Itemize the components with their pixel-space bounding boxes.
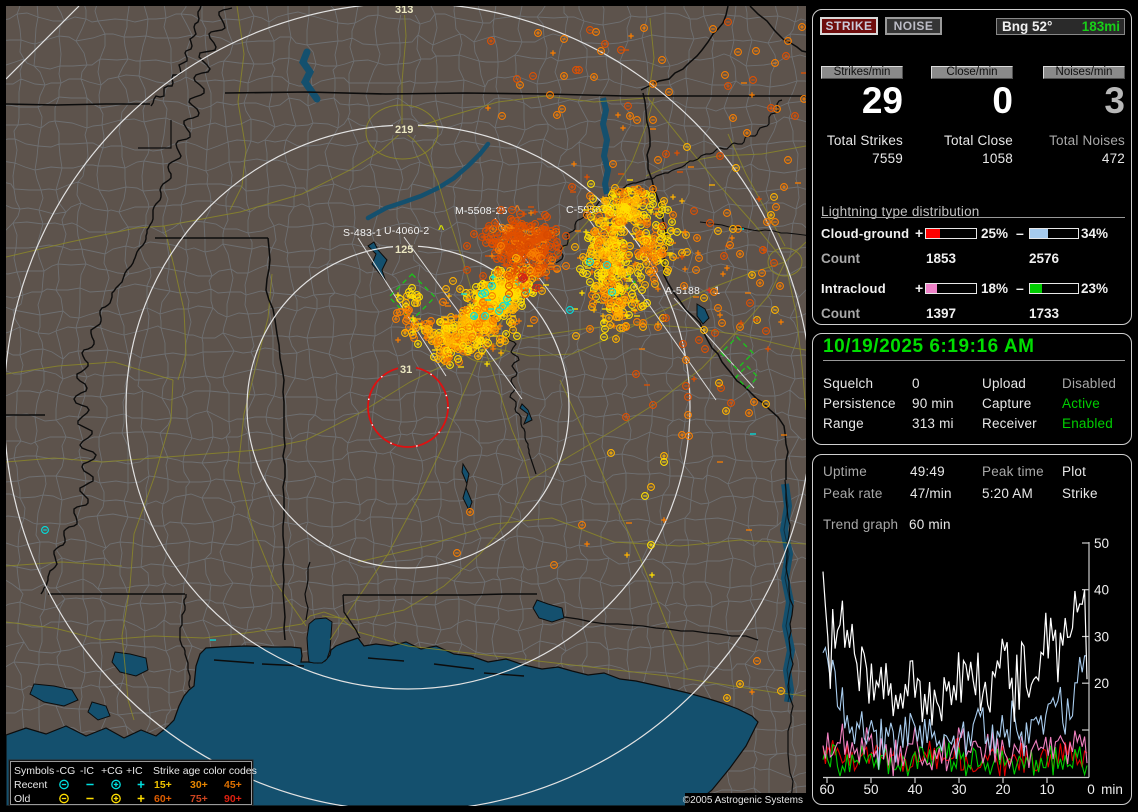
- svg-text:30+: 30+: [190, 779, 208, 791]
- svg-text:45+: 45+: [224, 779, 242, 791]
- svg-text:15+: 15+: [154, 779, 172, 791]
- svg-text:50: 50: [863, 782, 878, 797]
- svg-text:+: +: [706, 285, 712, 297]
- svg-text:+IC: +IC: [126, 765, 143, 777]
- svg-text:^: ^: [438, 224, 445, 236]
- svg-text:0: 0: [1087, 782, 1095, 797]
- svg-text:Strike age color codes: Strike age color codes: [153, 765, 257, 777]
- svg-text:Symbols: Symbols: [14, 765, 54, 777]
- svg-text:^: ^: [514, 204, 521, 216]
- svg-text:U-4060-2: U-4060-2: [384, 225, 429, 237]
- svg-text:90+: 90+: [224, 793, 242, 805]
- svg-text:+CG: +CG: [101, 765, 123, 777]
- svg-text:30: 30: [951, 782, 966, 797]
- svg-text:Old: Old: [14, 793, 31, 805]
- svg-text:20: 20: [1094, 676, 1109, 691]
- svg-text:min: min: [1101, 782, 1123, 797]
- svg-text:Recent: Recent: [14, 779, 47, 791]
- svg-text:125: 125: [395, 244, 413, 256]
- svg-text:40: 40: [907, 782, 922, 797]
- svg-text:50: 50: [1094, 536, 1109, 551]
- svg-text:75+: 75+: [190, 793, 208, 805]
- svg-text:40: 40: [1094, 583, 1109, 598]
- svg-text:-CG: -CG: [56, 765, 75, 777]
- svg-text:20: 20: [995, 782, 1010, 797]
- svg-text:31: 31: [400, 364, 412, 376]
- svg-text:219: 219: [395, 124, 413, 136]
- svg-text:313: 313: [395, 6, 413, 16]
- svg-text:60+: 60+: [154, 793, 172, 805]
- svg-text:A-5188: A-5188: [665, 285, 700, 297]
- svg-text:30: 30: [1094, 630, 1109, 645]
- svg-text:©2005 Astrogenic Systems: ©2005 Astrogenic Systems: [683, 795, 803, 806]
- svg-text:-IC: -IC: [80, 765, 94, 777]
- svg-text:10: 10: [1039, 782, 1054, 797]
- svg-text:S-483-1: S-483-1: [343, 227, 382, 239]
- svg-text:M-5508-25: M-5508-25: [455, 205, 508, 217]
- svg-text:60: 60: [819, 782, 834, 797]
